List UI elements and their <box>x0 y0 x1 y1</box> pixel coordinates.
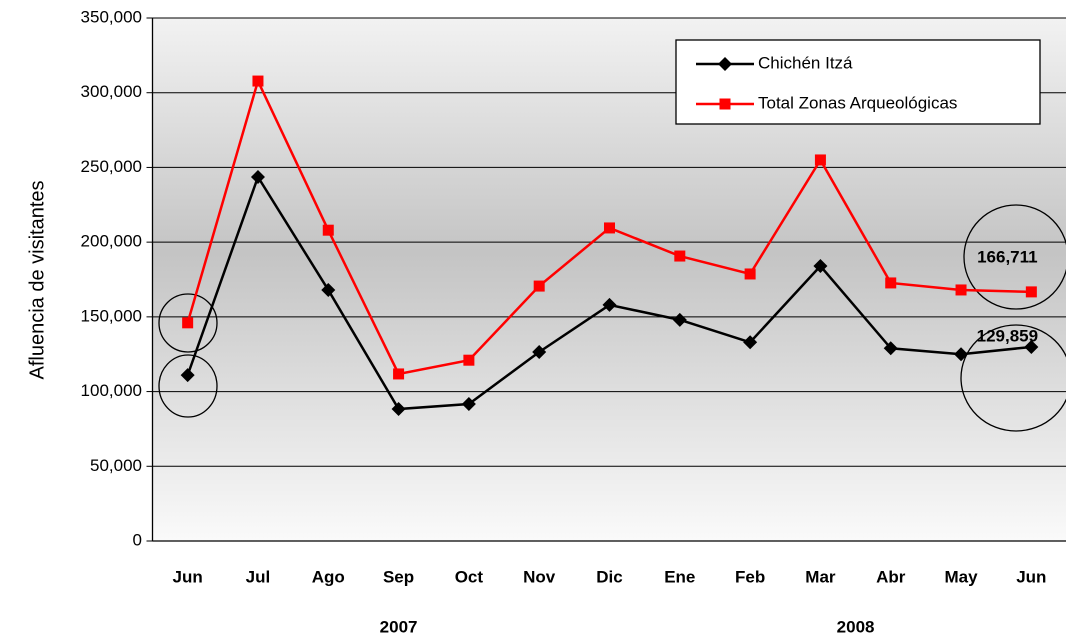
data-point <box>672 312 687 327</box>
x-tick-label: Ago <box>312 567 345 586</box>
data-point <box>814 154 826 166</box>
highlight-circle <box>963 204 1066 310</box>
x-tick-label: Jun <box>173 567 203 586</box>
data-point <box>391 402 406 417</box>
data-label: 166,711 <box>977 247 1038 266</box>
highlight-circle <box>960 324 1066 432</box>
x-tick-label: Dic <box>596 567 622 586</box>
x-tick-label: Jul <box>246 567 271 586</box>
data-point <box>322 224 334 236</box>
y-tick-label: 100,000 <box>81 381 142 400</box>
data-point <box>461 396 476 411</box>
data-point <box>674 250 686 262</box>
data-point <box>744 268 756 280</box>
x-tick-label: Nov <box>523 567 556 586</box>
highlight-circle <box>158 354 218 418</box>
y-tick-label: 150,000 <box>81 306 142 325</box>
data-point <box>532 344 547 359</box>
data-point <box>180 368 195 383</box>
legend-label: Total Zonas Arqueológicas <box>758 93 957 112</box>
legend-label: Chichén Itzá <box>758 53 853 72</box>
legend-marker <box>719 98 731 110</box>
data-point <box>743 335 758 350</box>
data-point <box>885 277 897 289</box>
y-tick-label: 250,000 <box>81 157 142 176</box>
data-point <box>393 368 405 380</box>
data-point <box>955 284 967 296</box>
data-point <box>813 259 828 274</box>
legend-box <box>675 39 1041 125</box>
highlight-circle <box>158 293 218 353</box>
data-point <box>1024 339 1039 354</box>
x-tick-label: May <box>944 567 978 586</box>
data-point <box>250 169 265 184</box>
data-point <box>533 280 545 292</box>
data-point <box>602 297 617 312</box>
y-tick-label: 0 <box>133 530 142 549</box>
x-group-label: 2007 <box>380 617 418 636</box>
x-tick-label: Feb <box>735 567 765 586</box>
x-tick-label: Abr <box>876 567 906 586</box>
data-point <box>463 354 475 366</box>
x-tick-label: Jun <box>1016 567 1046 586</box>
y-tick-label: 300,000 <box>81 82 142 101</box>
x-tick-label: Oct <box>455 567 484 586</box>
y-tick-label: 50,000 <box>90 456 142 475</box>
data-label: 129,859 <box>977 326 1038 345</box>
data-point <box>321 282 336 297</box>
x-group-label: 2008 <box>837 617 875 636</box>
data-point <box>1025 286 1037 298</box>
data-point <box>954 347 969 362</box>
legend-marker <box>718 57 732 71</box>
y-tick-label: 200,000 <box>81 232 142 251</box>
y-axis-label: Afluencia de visitantes <box>26 180 48 379</box>
data-point <box>604 222 615 234</box>
y-tick-label: 350,000 <box>81 7 142 26</box>
data-point <box>182 317 194 329</box>
data-point <box>252 75 264 87</box>
x-tick-label: Ene <box>664 567 695 586</box>
data-point <box>883 341 898 356</box>
x-tick-label: Mar <box>805 567 836 586</box>
x-tick-label: Sep <box>383 567 414 586</box>
